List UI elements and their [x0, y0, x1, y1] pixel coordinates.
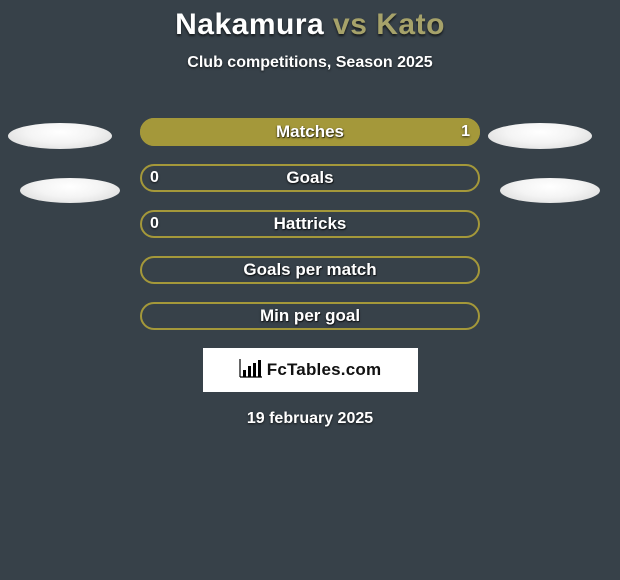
decorative-ellipse [488, 123, 592, 149]
stat-label: Goals [140, 168, 480, 188]
stat-value-left: 0 [150, 169, 159, 187]
stat-label: Goals per match [140, 260, 480, 280]
vs-text: vs [333, 8, 367, 41]
stat-row: Goals per match [140, 256, 480, 284]
stat-row: Min per goal [140, 302, 480, 330]
subtitle: Club competitions, Season 2025 [0, 54, 620, 72]
stat-value-left: 0 [150, 215, 159, 233]
stats-container: Matches1Goals0Hattricks0Goals per matchM… [0, 118, 620, 330]
logo-fc: Fc [267, 360, 287, 379]
player1-name: Nakamura [175, 8, 324, 41]
stat-label: Min per goal [140, 306, 480, 326]
player2-name: Kato [376, 8, 445, 41]
stat-label: Hattricks [140, 214, 480, 234]
logo-box: FcTables.com [203, 348, 418, 392]
stat-label: Matches [140, 122, 480, 142]
decorative-ellipse [500, 178, 600, 203]
stat-value-right: 1 [461, 123, 470, 141]
logo-tables: Tables [287, 360, 341, 379]
stat-row: Hattricks0 [140, 210, 480, 238]
stat-row: Goals0 [140, 164, 480, 192]
comparison-title: Nakamura vs Kato [0, 0, 620, 42]
decorative-ellipse [8, 123, 112, 149]
date-text: 19 february 2025 [0, 410, 620, 428]
stat-row: Matches1 [140, 118, 480, 146]
logo-text: FcTables.com [267, 360, 382, 380]
logo-com: .com [341, 360, 381, 379]
decorative-ellipse [20, 178, 120, 203]
logo-chart-icon [239, 358, 263, 383]
